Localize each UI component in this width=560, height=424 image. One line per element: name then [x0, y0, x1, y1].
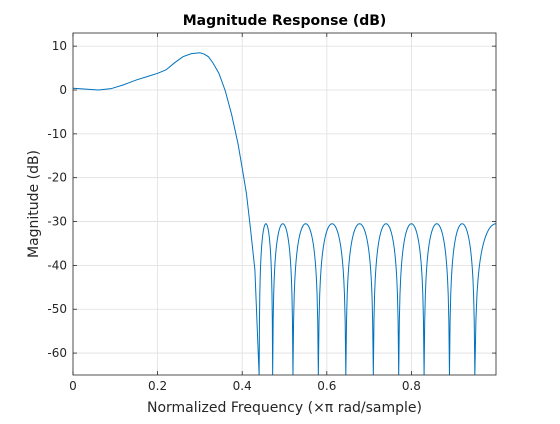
plot-area: [73, 33, 496, 375]
y-tick-label: -20: [47, 171, 67, 185]
x-tick-label: 0: [69, 379, 77, 393]
y-tick-label: -30: [47, 215, 67, 229]
y-tick-label: 10: [52, 39, 67, 53]
series: [73, 52, 496, 375]
y-tick-label: -60: [47, 346, 67, 360]
y-tick-label: -50: [47, 302, 67, 316]
ticks: [72, 33, 496, 375]
magnitude-line: [73, 52, 496, 375]
tick-labels: 0 0.2 0.4 0.6 0.8 10 0 -10 -20 -30 -40 -50 -60: [47, 39, 421, 393]
x-axis-label: Normalized Frequency (×π rad/sample): [147, 400, 422, 416]
x-tick-label: 0.4: [233, 379, 252, 393]
y-tick-label: -10: [47, 127, 67, 141]
y-tick-label: 0: [59, 83, 67, 97]
chart-title: Magnitude Response (dB): [183, 13, 387, 29]
y-axis-label: Magnitude (dB): [26, 150, 42, 258]
grid: [72, 33, 496, 375]
x-tick-label: 0.2: [148, 379, 167, 393]
x-tick-label: 0.6: [317, 379, 336, 393]
axes-box: [72, 32, 497, 376]
x-tick-label: 0.8: [402, 379, 421, 393]
y-tick-label: -40: [47, 258, 67, 272]
